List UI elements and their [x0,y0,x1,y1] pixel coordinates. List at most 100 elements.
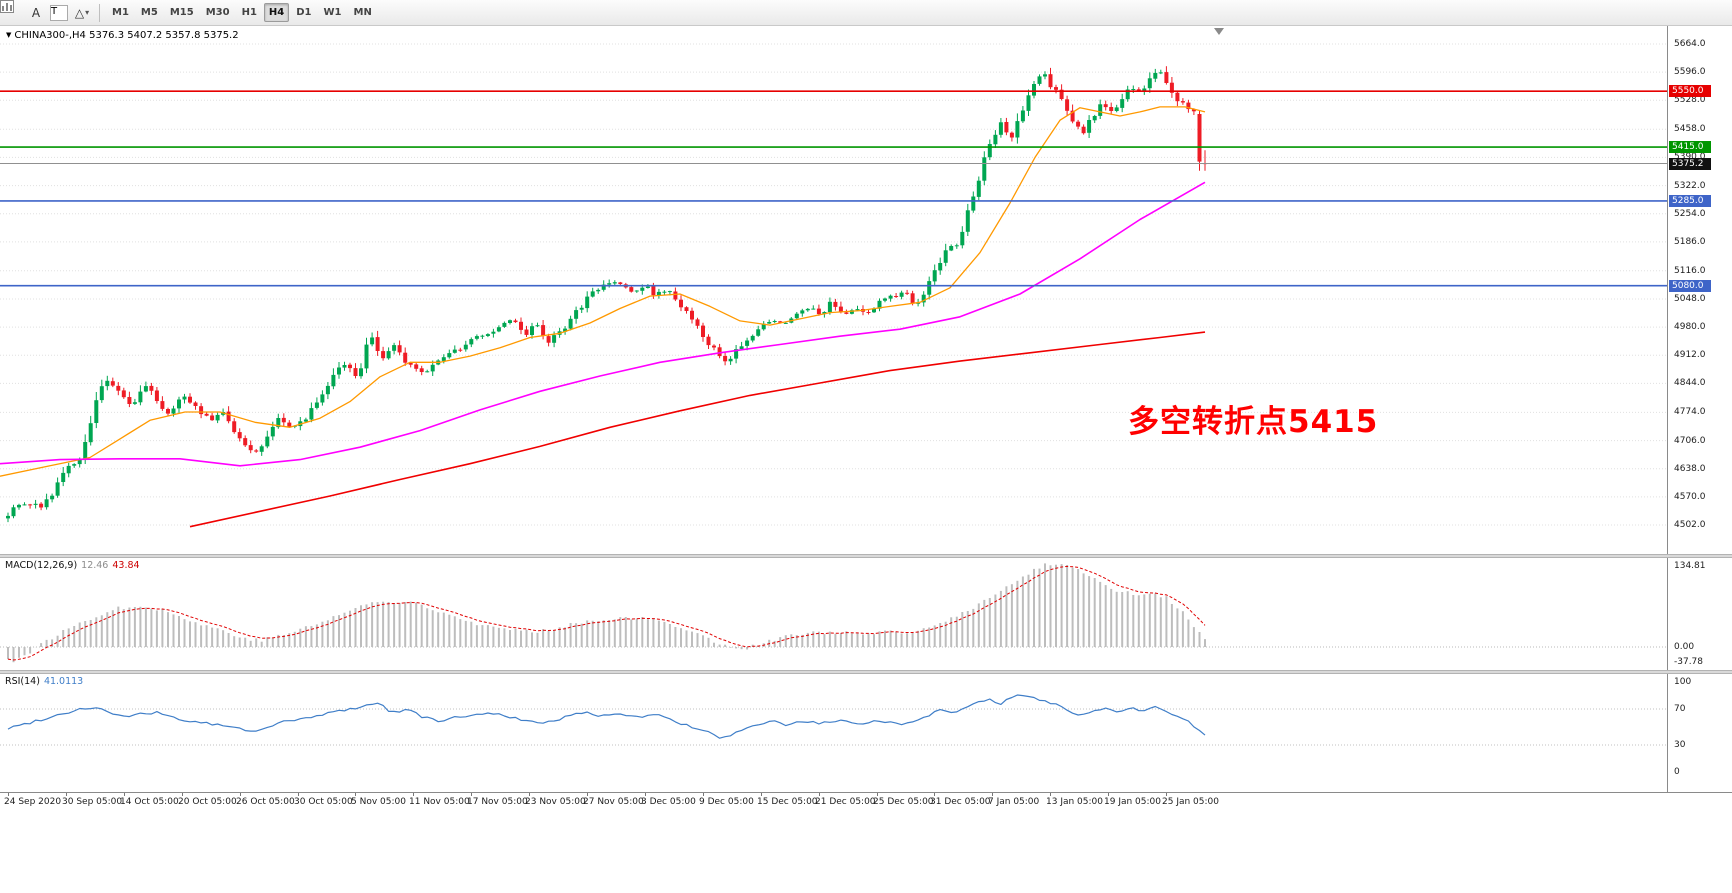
price-axis-label: 4570.0 [1674,492,1706,502]
rsi-axis-label: 30 [1674,740,1686,750]
time-tick [1108,793,1109,796]
timeframe-m30-button[interactable]: M30 [201,3,235,22]
time-axis-label: 23 Nov 05:00 [525,797,586,807]
price-axis[interactable]: 5664.0 5596.0 5528.0 5458.0 5390.0 5322.0 5254… [1667,26,1732,554]
panel-splitter[interactable] [0,554,1732,558]
time-tick [413,793,414,796]
time-axis-label: 13 Jan 05:00 [1046,797,1103,807]
price-axis-label: 5390.0 [1674,152,1706,162]
timeframe-m1-button[interactable]: M1 [107,3,134,22]
time-axis-label: 30 Sep 05:00 [62,797,123,807]
time-axis-label: 25 Dec 05:00 [873,797,934,807]
time-tick [934,793,935,796]
macd-axis-label: -37.78 [1674,657,1704,667]
time-axis-label: 30 Oct 05:00 [294,797,353,807]
main-chart-canvas[interactable] [0,26,1667,554]
price-level-tag: 5550.0 [1669,85,1711,97]
time-axis-label: 14 Oct 05:00 [120,797,179,807]
time-axis-label: 11 Nov 05:00 [409,797,470,807]
text-box-icon[interactable]: T [50,4,68,21]
price-axis-label: 5322.0 [1674,181,1706,191]
time-axis-label: 21 Dec 05:00 [815,797,876,807]
chart-title-text: CHINA300-,H4 5376.3 5407.2 5357.8 5375.2 [14,30,239,41]
price-axis-label: 4502.0 [1674,520,1706,530]
timeframe-w1-button[interactable]: W1 [319,3,347,22]
rsi-axis-label: 0 [1674,767,1680,777]
time-tick [355,793,356,796]
time-axis-label: 27 Nov 05:00 [583,797,644,807]
macd-name: MACD(12,26,9) [5,560,78,571]
time-tick [587,793,588,796]
rsi-axis[interactable]: 100 70 30 0 [1667,674,1732,792]
time-tick [992,793,993,796]
macd-axis[interactable]: 134.81 0.00 -37.78 [1667,558,1732,670]
timeframe-h4-button[interactable]: H4 [263,3,290,22]
time-tick [8,793,9,796]
time-axis[interactable]: 24 Sep 2020 30 Sep 05:00 14 Oct 05:00 20 Oc… [0,792,1732,812]
shapes-dropdown-icon[interactable]: △ ▾ [71,3,93,23]
price-axis-label: 5664.0 [1674,39,1706,49]
time-axis-label: 3 Dec 05:00 [641,797,696,807]
price-axis-label: 4844.0 [1674,378,1706,388]
toolbar-separator [99,3,100,22]
time-axis-label: 31 Dec 05:00 [930,797,991,807]
price-axis-label: 4774.0 [1674,407,1706,417]
rsi-label: RSI(14) 41.0113 [5,676,83,687]
bid-price-tag: 5375.2 [1669,158,1711,170]
rsi-canvas[interactable] [0,674,1667,792]
time-axis-label: 7 Jan 05:00 [988,797,1040,807]
time-tick [471,793,472,796]
macd-value: 12.46 [81,560,109,571]
time-axis-label: 17 Nov 05:00 [467,797,528,807]
toolbar: A T △ ▾ M1 M5 M15 M30 H1 H4 D1 W1 MN [0,0,1732,26]
rsi-axis-label: 70 [1674,704,1686,714]
panel-splitter[interactable] [0,670,1732,674]
chart-window: ▼ CHINA300-,H4 5376.3 5407.2 5357.8 5375.… [0,26,1732,893]
rsi-value: 41.0113 [43,676,84,687]
macd-axis-label: 134.81 [1674,561,1706,571]
chevron-down-icon: ▾ [85,8,90,17]
chart-annotation[interactable]: 多空转折点5415 [1128,404,1379,440]
time-tick [1166,793,1167,796]
main-chart-panel: ▼ CHINA300-,H4 5376.3 5407.2 5357.8 5375.… [0,26,1732,554]
rsi-name: RSI(14) [5,676,40,687]
time-axis-label: 25 Jan 05:00 [1162,797,1219,807]
macd-label: MACD(12,26,9) 12.46 43.84 [5,560,140,571]
macd-canvas[interactable] [0,558,1667,670]
time-axis-label: 24 Sep 2020 [4,797,62,807]
price-axis-label: 4706.0 [1674,436,1706,446]
time-tick [529,793,530,796]
price-level-tag: 5080.0 [1669,280,1711,292]
macd-signal-value: 43.84 [112,560,140,571]
timeframe-d1-button[interactable]: D1 [291,3,316,22]
time-axis-label: 26 Oct 05:00 [236,797,295,807]
price-axis-label: 4980.0 [1674,322,1706,332]
price-axis-label: 5254.0 [1674,209,1706,219]
price-axis-label: 5458.0 [1674,124,1706,134]
time-tick [645,793,646,796]
time-tick [819,793,820,796]
time-axis-label: 19 Jan 05:00 [1104,797,1161,807]
price-level-tag: 5415.0 [1669,141,1711,153]
timeframe-mn-button[interactable]: MN [349,3,377,22]
time-tick [66,793,67,796]
price-axis-label: 4638.0 [1674,464,1706,474]
collapse-caret-icon[interactable]: ▼ [6,31,12,39]
timeframe-m5-button[interactable]: M5 [136,3,163,22]
chart-grid-icon[interactable] [0,0,25,23]
time-tick [182,793,183,796]
chart-title: ▼ CHINA300-,H4 5376.3 5407.2 5357.8 5375.… [6,30,239,41]
price-axis-label: 5186.0 [1674,237,1706,247]
macd-axis-label: 0.00 [1674,642,1695,652]
time-axis-label: 5 Nov 05:00 [351,797,406,807]
price-axis-label: 5596.0 [1674,67,1706,77]
time-tick [298,793,299,796]
time-axis-label: 15 Dec 05:00 [757,797,818,807]
timeframe-h1-button[interactable]: H1 [237,3,262,22]
rsi-panel: RSI(14) 41.0113 100 70 30 0 [0,674,1732,792]
chart-shift-marker[interactable] [1214,28,1224,35]
price-axis-label: 5116.0 [1674,266,1706,276]
timeframe-m15-button[interactable]: M15 [165,3,199,22]
text-label-icon[interactable]: A [31,5,41,20]
